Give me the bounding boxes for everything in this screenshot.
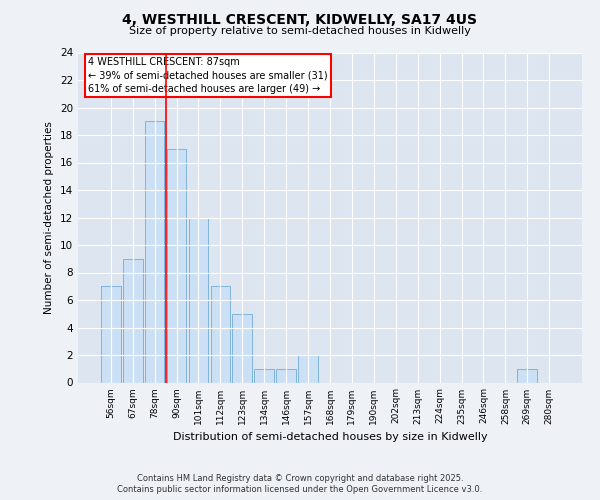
Bar xyxy=(298,355,318,382)
Bar xyxy=(517,369,537,382)
Y-axis label: Number of semi-detached properties: Number of semi-detached properties xyxy=(44,121,55,314)
Bar xyxy=(123,259,143,382)
Bar xyxy=(211,286,230,382)
X-axis label: Distribution of semi-detached houses by size in Kidwelly: Distribution of semi-detached houses by … xyxy=(173,432,487,442)
Bar xyxy=(167,149,187,382)
Bar xyxy=(188,218,208,382)
Bar xyxy=(101,286,121,382)
Bar xyxy=(254,369,274,382)
Text: 4, WESTHILL CRESCENT, KIDWELLY, SA17 4US: 4, WESTHILL CRESCENT, KIDWELLY, SA17 4US xyxy=(122,12,478,26)
Text: Contains HM Land Registry data © Crown copyright and database right 2025.
Contai: Contains HM Land Registry data © Crown c… xyxy=(118,474,482,494)
Text: 4 WESTHILL CRESCENT: 87sqm
← 39% of semi-detached houses are smaller (31)
61% of: 4 WESTHILL CRESCENT: 87sqm ← 39% of semi… xyxy=(88,58,328,94)
Text: Size of property relative to semi-detached houses in Kidwelly: Size of property relative to semi-detach… xyxy=(129,26,471,36)
Bar xyxy=(145,121,164,382)
Bar xyxy=(232,314,252,382)
Bar xyxy=(276,369,296,382)
